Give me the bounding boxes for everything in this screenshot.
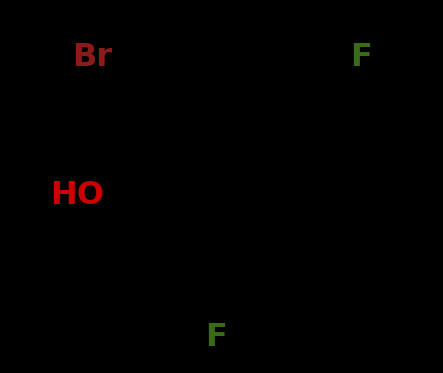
Text: HO: HO [50, 180, 104, 211]
Text: F: F [205, 322, 226, 353]
Text: F: F [350, 42, 372, 73]
Text: Br: Br [72, 42, 113, 73]
